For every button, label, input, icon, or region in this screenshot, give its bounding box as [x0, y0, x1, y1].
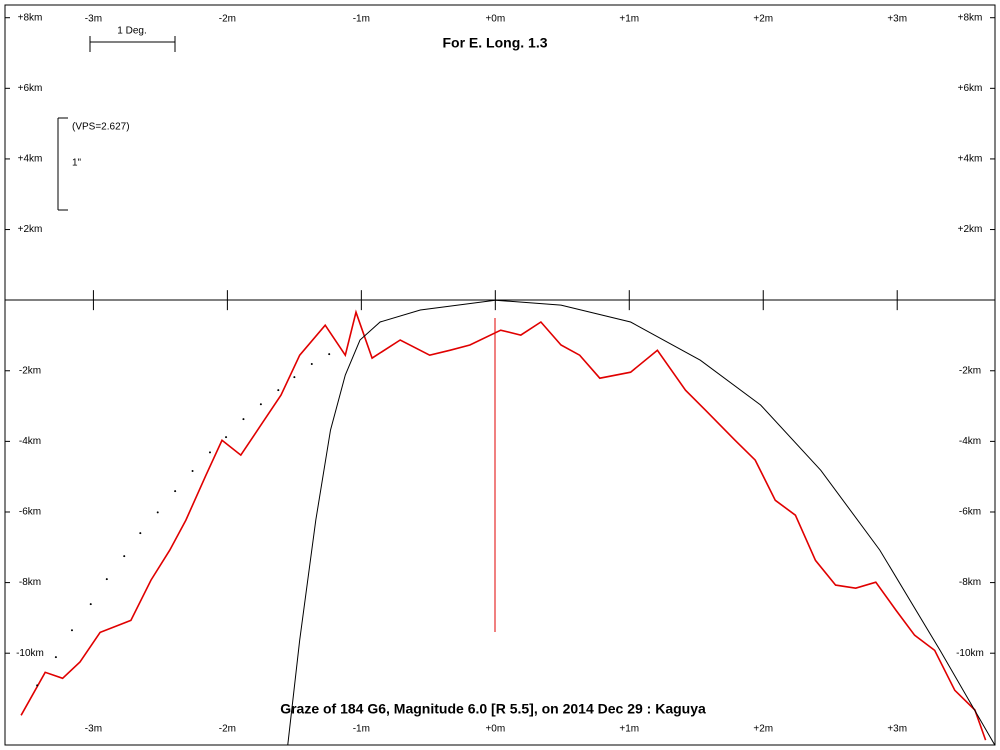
- profile-dot: [36, 684, 39, 687]
- plot-frame: [4, 4, 996, 746]
- y-tick-label: +8km: [958, 12, 983, 23]
- profile-dot: [191, 470, 194, 473]
- x-tick-label: -3m: [85, 14, 102, 25]
- x-tick-label: +0m: [485, 724, 505, 735]
- profile-dot: [156, 511, 159, 514]
- vps-label: (VPS=2.627): [72, 122, 130, 133]
- profile-line: [287, 299, 996, 746]
- scale-label: 1 Deg.: [117, 26, 146, 37]
- profile-dot: [54, 656, 57, 659]
- y-tick-label: -8km: [19, 577, 41, 588]
- y-tick-label: +8km: [18, 12, 43, 23]
- chart-title: Graze of 184 G6, Magnitude 6.0 [R 5.5], …: [280, 701, 706, 717]
- profile-dot: [174, 490, 177, 493]
- profile-dot: [105, 578, 108, 581]
- profile-dot: [328, 353, 331, 356]
- y-tick-label: -2km: [19, 365, 41, 376]
- y-tick-label: +2km: [958, 224, 983, 235]
- y-tick-label: +4km: [958, 154, 983, 165]
- profile-dot: [242, 418, 245, 421]
- x-tick-label: +3m: [887, 14, 907, 25]
- arcsec-label: 1": [72, 158, 82, 169]
- x-tick-label: +1m: [619, 724, 639, 735]
- y-tick-label: -8km: [959, 577, 981, 588]
- y-tick-label: +6km: [958, 83, 983, 94]
- x-tick-label: -2m: [219, 14, 236, 25]
- y-tick-label: -4km: [959, 436, 981, 447]
- y-tick-label: +6km: [18, 83, 43, 94]
- profile-dot: [208, 451, 211, 454]
- x-tick-label: -1m: [353, 14, 370, 25]
- y-tick-label: -10km: [16, 648, 44, 659]
- x-tick-label: +3m: [887, 724, 907, 735]
- profile-dot: [139, 532, 142, 535]
- profile-dot: [123, 555, 126, 558]
- y-tick-label: -4km: [19, 436, 41, 447]
- y-tick-label: -10km: [956, 648, 984, 659]
- profile-dot: [259, 403, 262, 406]
- x-tick-label: -2m: [219, 724, 236, 735]
- y-tick-label: -2km: [959, 365, 981, 376]
- profile-line: [20, 309, 987, 741]
- x-tick-label: +2m: [753, 724, 773, 735]
- profile-dot: [310, 363, 313, 366]
- profile-dot: [89, 603, 92, 606]
- profile-dot: [225, 436, 228, 439]
- profile-dot: [277, 389, 280, 392]
- x-tick-label: +2m: [753, 14, 773, 25]
- y-tick-label: +4km: [18, 154, 43, 165]
- x-tick-label: -3m: [85, 724, 102, 735]
- y-tick-label: -6km: [19, 507, 41, 518]
- profile-dot: [293, 376, 296, 379]
- x-tick-label: +0m: [485, 14, 505, 25]
- profile-dot: [70, 629, 73, 632]
- y-tick-label: -6km: [959, 507, 981, 518]
- x-tick-label: +1m: [619, 14, 639, 25]
- y-tick-label: +2km: [18, 224, 43, 235]
- longitude-label: For E. Long. 1.3: [442, 35, 547, 51]
- x-tick-label: -1m: [353, 724, 370, 735]
